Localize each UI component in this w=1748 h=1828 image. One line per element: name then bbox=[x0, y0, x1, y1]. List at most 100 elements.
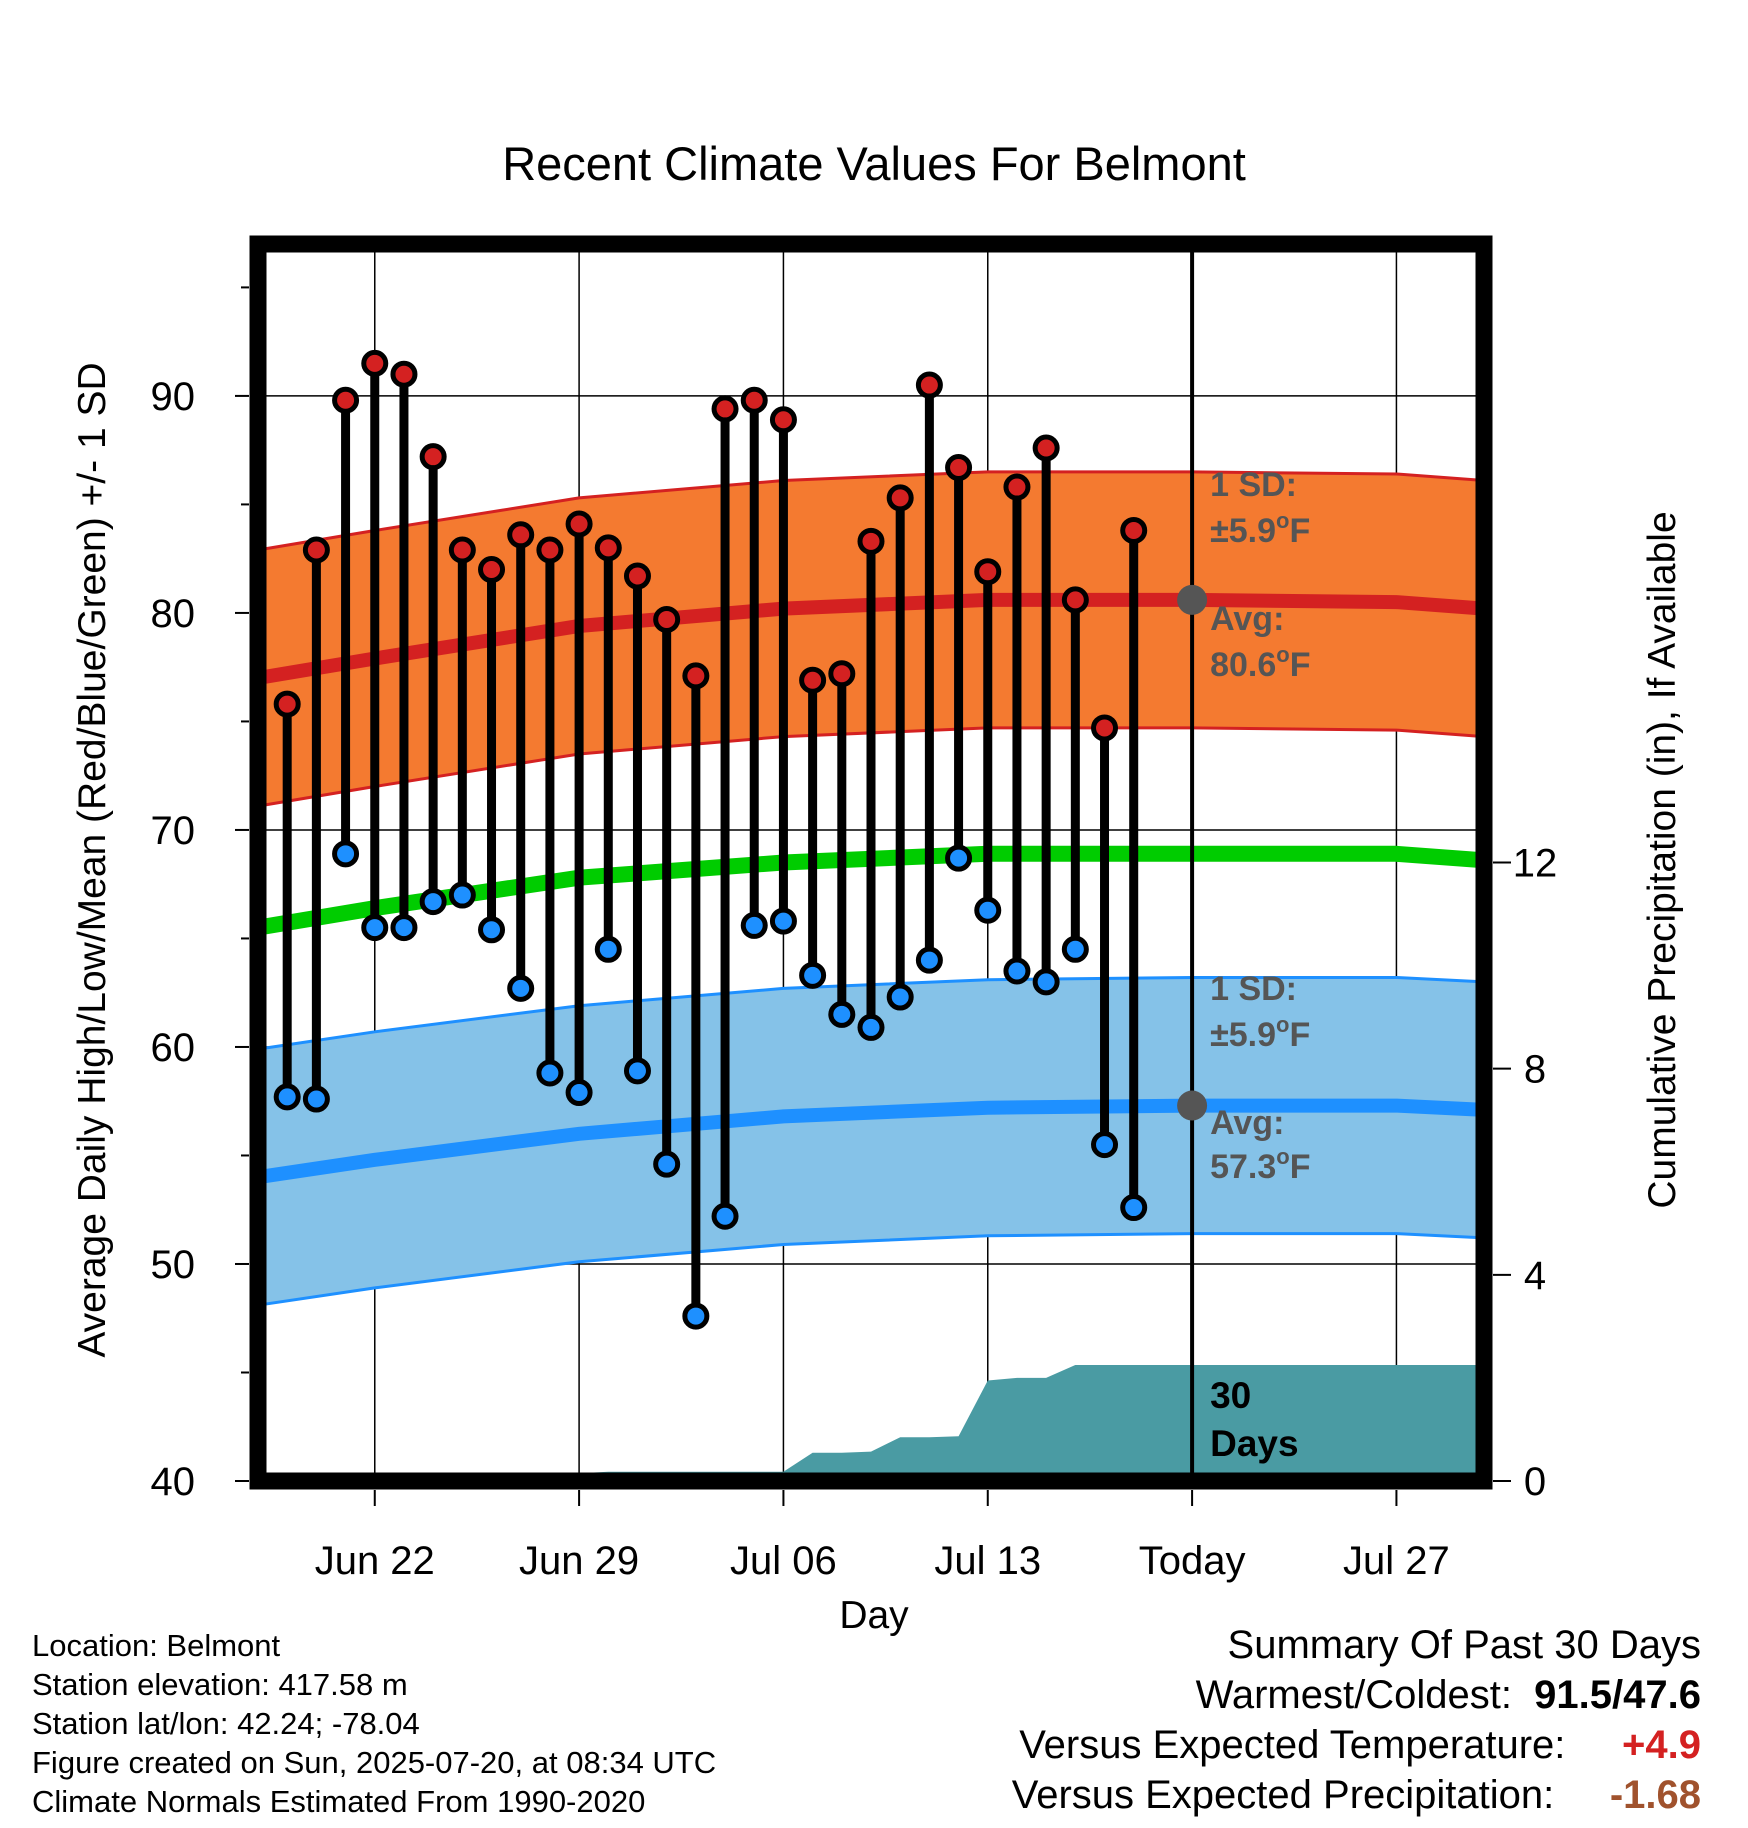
low-point bbox=[740, 911, 768, 939]
low-sd-lower-line bbox=[257, 1232, 1485, 1307]
high-avg-marker bbox=[1177, 584, 1208, 615]
low-point bbox=[974, 896, 1002, 924]
high-point bbox=[974, 558, 1002, 586]
x-tick-label: Jul 27 bbox=[1343, 1539, 1450, 1583]
high-point bbox=[565, 510, 593, 538]
low-normal-line bbox=[256, 1098, 1485, 1185]
low-point bbox=[1032, 968, 1060, 996]
high-normal-line bbox=[256, 592, 1485, 685]
low-point bbox=[507, 974, 535, 1002]
low-point bbox=[682, 1302, 710, 1330]
station-elevation: Station elevation: 417.58 m bbox=[32, 1667, 408, 1702]
low-point bbox=[886, 983, 914, 1011]
chart-title: Recent Climate Values For Belmont bbox=[502, 137, 1246, 190]
low-point bbox=[1003, 957, 1031, 985]
low-point bbox=[1091, 1131, 1119, 1159]
high-point bbox=[1003, 473, 1031, 501]
precip-days-label: 30 bbox=[1210, 1375, 1251, 1416]
x-tick-label: Jun 29 bbox=[519, 1539, 639, 1583]
climate-normals-note: Climate Normals Estimated From 1990-2020 bbox=[32, 1784, 646, 1819]
y-right-tick-label: 4 bbox=[1524, 1254, 1546, 1298]
summary-warm-cold: Warmest/Coldest: 91.5/47.6 bbox=[1012, 1670, 1701, 1720]
low-point bbox=[565, 1079, 593, 1107]
high-point bbox=[361, 349, 389, 377]
high-avg-label: Avg: bbox=[1210, 600, 1284, 638]
high-sd-value: ±5.9oF bbox=[1210, 508, 1310, 550]
high-avg-value: 80.6oF bbox=[1210, 642, 1310, 684]
low-point bbox=[332, 840, 360, 868]
high-point bbox=[740, 386, 768, 414]
summary-panel: Summary Of Past 30 Days Warmest/Coldest:… bbox=[1012, 1620, 1701, 1820]
high-point bbox=[419, 443, 447, 471]
high-point bbox=[653, 605, 681, 633]
low-sd-upper-line bbox=[257, 976, 1485, 1051]
low-point bbox=[623, 1057, 651, 1085]
high-point bbox=[1061, 586, 1089, 614]
high-sd-label: 1 SD: bbox=[1210, 466, 1297, 504]
y-right-tick-label: 12 bbox=[1513, 842, 1558, 886]
high-point bbox=[448, 536, 476, 564]
low-point bbox=[302, 1085, 330, 1113]
low-point bbox=[828, 1000, 856, 1028]
warm-cold-label: Warmest/Coldest: bbox=[1195, 1673, 1512, 1717]
high-point bbox=[536, 536, 564, 564]
y-tick-label: 90 bbox=[151, 375, 196, 419]
low-point bbox=[419, 888, 447, 916]
high-point bbox=[769, 406, 797, 434]
station-latlon: Station lat/lon: 42.24; -78.04 bbox=[32, 1706, 420, 1741]
station-info: Location: Belmont Station elevation: 417… bbox=[32, 1626, 716, 1821]
x-tick-label: Jul 06 bbox=[730, 1539, 837, 1583]
precip-value: -1.68 bbox=[1609, 1773, 1701, 1817]
y-tick-label: 70 bbox=[151, 809, 196, 853]
mean-normal-line bbox=[256, 845, 1485, 936]
low-avg-label: Avg: bbox=[1210, 1104, 1284, 1142]
y-right-tick-label: 0 bbox=[1524, 1460, 1546, 1504]
y-right-tick-label: 8 bbox=[1524, 1048, 1546, 1092]
low-point bbox=[653, 1150, 681, 1178]
x-tick-label: Jun 22 bbox=[315, 1539, 435, 1583]
plot-frame bbox=[249, 235, 1493, 1490]
precip-label: Versus Expected Precipitation: bbox=[1011, 1773, 1555, 1817]
low-point bbox=[478, 916, 506, 944]
y-tick-label: 80 bbox=[151, 592, 196, 636]
high-point bbox=[799, 666, 827, 694]
y-tick-label: 60 bbox=[151, 1026, 196, 1070]
high-point bbox=[623, 562, 651, 590]
high-point bbox=[828, 660, 856, 688]
low-point bbox=[711, 1202, 739, 1230]
y-axis-right-label: Cumulative Precipitation (in), If Availa… bbox=[1641, 511, 1684, 1208]
low-sd-label: 1 SD: bbox=[1210, 970, 1297, 1008]
high-point bbox=[507, 521, 535, 549]
high-point bbox=[332, 386, 360, 414]
low-point bbox=[448, 881, 476, 909]
temp-label: Versus Expected Temperature: bbox=[1019, 1723, 1566, 1767]
summary-temp: Versus Expected Temperature: +4.9 bbox=[1012, 1720, 1701, 1770]
low-point bbox=[594, 935, 622, 963]
y-axis-label: Average Daily High/Low/Mean (Red/Blue/Gr… bbox=[71, 362, 114, 1357]
summary-heading: Summary Of Past 30 Days bbox=[1227, 1623, 1701, 1667]
high-point bbox=[478, 556, 506, 584]
low-point bbox=[390, 914, 418, 942]
summary-precip: Versus Expected Precipitation: -1.68 bbox=[1012, 1770, 1701, 1820]
warm-cold-value: 91.5/47.6 bbox=[1534, 1673, 1701, 1717]
high-point bbox=[1032, 434, 1060, 462]
low-point bbox=[857, 1013, 885, 1041]
low-point bbox=[1120, 1194, 1148, 1222]
low-point bbox=[1061, 935, 1089, 963]
high-point bbox=[945, 454, 973, 482]
low-point bbox=[361, 914, 389, 942]
high-point bbox=[857, 527, 885, 555]
high-point bbox=[886, 484, 914, 512]
high-sd-lower-line bbox=[257, 726, 1485, 808]
low-point bbox=[945, 844, 973, 872]
cumulative-precip-area bbox=[258, 1365, 1484, 1481]
high-point bbox=[1120, 516, 1148, 544]
station-location: Location: Belmont bbox=[32, 1628, 281, 1663]
low-point bbox=[273, 1083, 301, 1111]
high-point bbox=[302, 536, 330, 564]
high-point bbox=[682, 662, 710, 690]
low-avg-marker bbox=[1177, 1090, 1208, 1121]
low-sd-value: ±5.9oF bbox=[1210, 1012, 1310, 1054]
high-point bbox=[1091, 714, 1119, 742]
high-point bbox=[390, 360, 418, 388]
